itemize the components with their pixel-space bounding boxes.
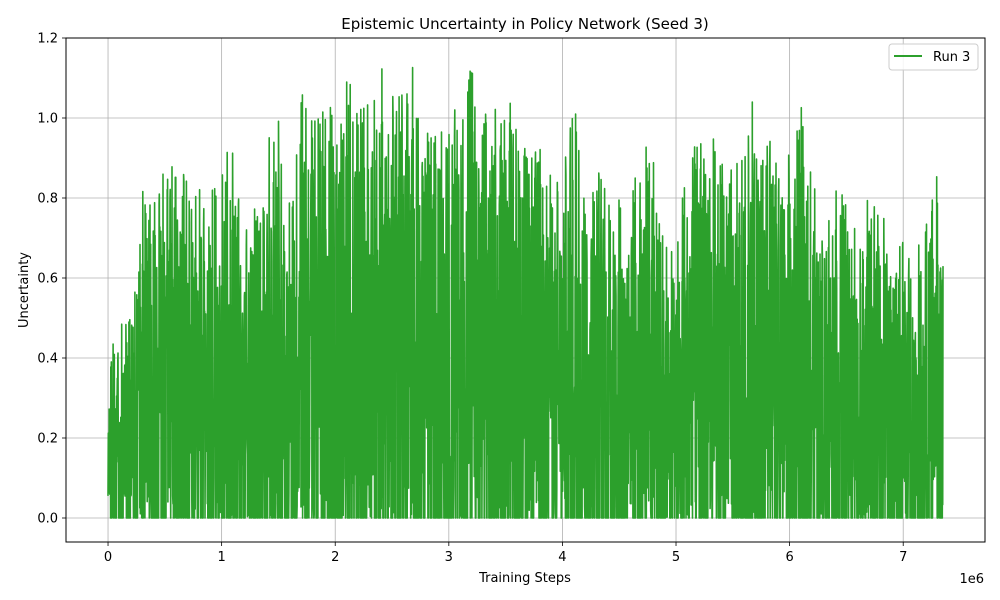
x-tick-label: 4 [558,550,566,565]
y-tick-label: 0.4 [37,352,58,367]
y-tick-label: 1.0 [37,112,58,127]
x-tick-label: 7 [899,550,907,565]
series-line-run-3 [107,66,944,519]
y-tick-label: 0.6 [37,272,58,287]
y-tick-label: 0.8 [37,192,58,207]
plot-frame [65,37,986,543]
x-axis-label: Training Steps [478,571,571,586]
y-axis-label: Uncertainty [17,252,32,328]
y-tick-label: 0.0 [37,512,58,527]
x-tick-label: 2 [331,550,339,565]
legend-label-run-3: Run 3 [933,50,970,65]
legend: Run 3 [888,43,979,71]
x-tick-label: 1 [217,550,225,565]
series-layer [107,66,944,519]
x-tick-label: 5 [672,550,680,565]
y-tick-label: 0.2 [37,432,58,447]
x-axis-offset-text: 1e6 [959,572,984,587]
y-tick-label: 1.2 [37,32,58,47]
x-tick-label: 6 [785,550,793,565]
legend-box [888,43,979,71]
x-tick-label: 0 [104,550,112,565]
y-axis-ticks: 0.0 0.2 0.4 0.6 0.8 1.0 1.2 [37,32,66,527]
x-axis-ticks: 0 1 2 3 4 5 6 7 [104,542,907,565]
chart-title: Epistemic Uncertainty in Policy Network … [341,15,709,33]
x-tick-label: 3 [445,550,453,565]
